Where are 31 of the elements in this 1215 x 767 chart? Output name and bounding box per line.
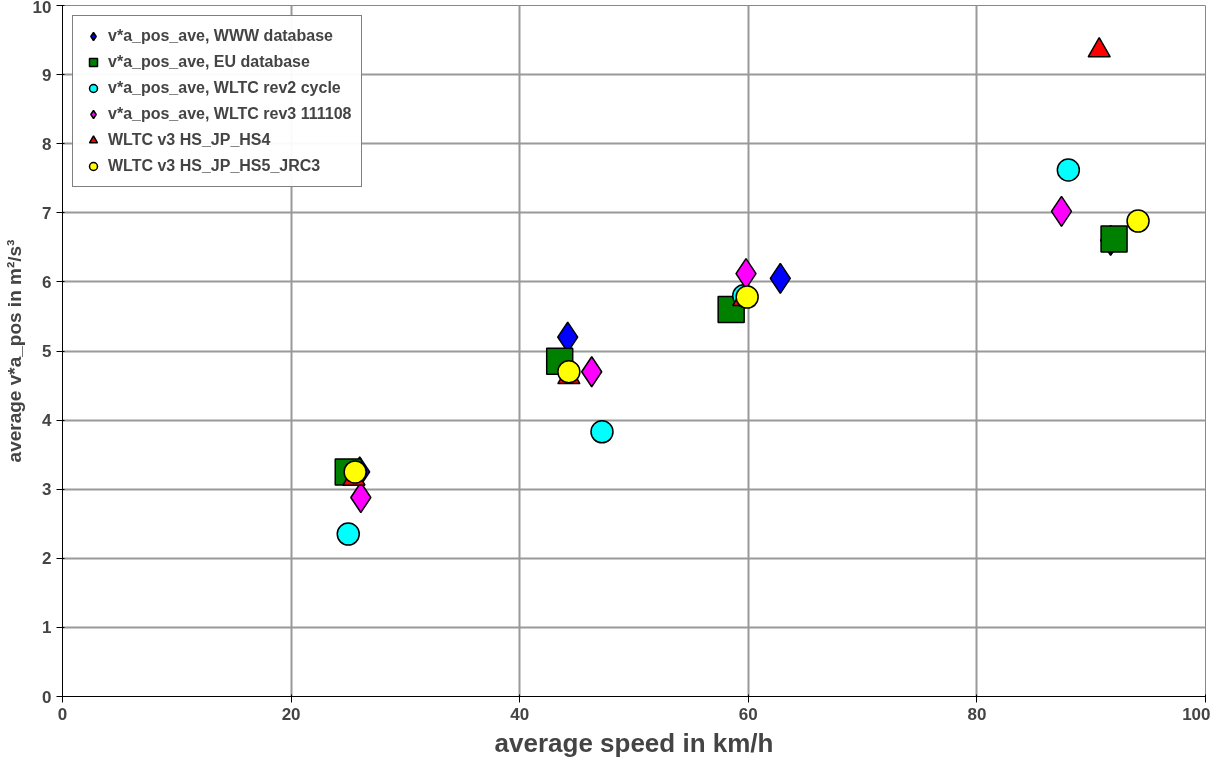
y-tick-label: 9 [42, 65, 52, 85]
x-tick-label: 0 [57, 704, 68, 724]
x-tick-label: 100 [1182, 704, 1211, 724]
x-tick-label: 40 [510, 704, 530, 724]
y-tick-label: 6 [42, 272, 52, 292]
y-tick-label: 1 [42, 618, 52, 638]
point [1056, 158, 1081, 182]
y-tick-label: 5 [42, 342, 52, 361]
y-tick-label: 8 [42, 134, 52, 154]
point [1100, 225, 1128, 253]
x-tick-label: 60 [738, 704, 758, 724]
y-tick-label: 0 [42, 687, 52, 707]
legend-label: v*a_pos_ave, WWW database [108, 27, 333, 45]
legend-label: WLTC v3 HS_JP_HS4 [108, 131, 271, 149]
x-tick-label: 80 [967, 704, 987, 724]
point [343, 460, 367, 484]
point [1126, 209, 1150, 233]
y-tick-label: 10 [32, 0, 52, 17]
x-axis-title: average speed in km/h [494, 727, 774, 758]
y-tick-label: 7 [42, 203, 52, 223]
point [590, 420, 614, 444]
y-tick-label: 2 [42, 549, 52, 569]
legend-label: v*a_pos_ave, WLTC rev2 cycle [108, 79, 341, 97]
y-axis-title: average v*a_pos in m²/s³ [3, 239, 25, 463]
legend-label: v*a_pos_ave, EU database [108, 53, 310, 71]
x-tick-label: 20 [281, 704, 301, 724]
y-tick-label: 4 [42, 411, 53, 431]
point [336, 522, 360, 546]
y-tick-label: 3 [42, 480, 52, 500]
legend-label: v*a_pos_ave, WLTC rev3 111108 [108, 105, 352, 123]
legend-label: WLTC v3 HS_JP_HS5_JRC3 [108, 157, 321, 175]
